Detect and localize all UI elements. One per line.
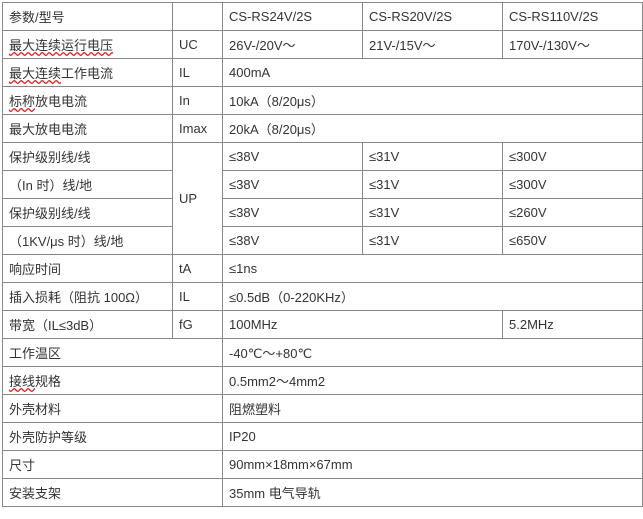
cell: ≤31V: [363, 199, 503, 227]
cell: ≤300V: [503, 171, 643, 199]
param-label: 安装支架: [3, 479, 223, 507]
cell: ≤38V: [223, 171, 363, 199]
cell: 阻燃塑料: [223, 395, 643, 423]
cell: ≤31V: [363, 171, 503, 199]
param-sym: IL: [173, 59, 223, 87]
cell: -40℃～+80℃: [223, 339, 643, 367]
param-label: 尺寸: [3, 451, 223, 479]
table-row: 接线规格 0.5mm2～4mm2: [3, 367, 643, 395]
cell: ≤38V: [223, 199, 363, 227]
param-label: 最大连续工作电流: [3, 59, 173, 87]
table-row: 带宽（IL≤3dB） fG 100MHz 5.2MHz: [3, 311, 643, 339]
cell: ≤260V: [503, 199, 643, 227]
cell: ≤1ns: [223, 255, 643, 283]
header-sym: [173, 3, 223, 31]
param-sym: UP: [173, 143, 223, 255]
param-sym: fG: [173, 311, 223, 339]
cell: 0.5mm2～4mm2: [223, 367, 643, 395]
table-row: 外壳防护等级 IP20: [3, 423, 643, 451]
cell: 90mm×18mm×67mm: [223, 451, 643, 479]
table-row: 保护级别线/线 ≤38V ≤31V ≤260V: [3, 199, 643, 227]
param-label: 最大放电电流: [3, 115, 173, 143]
param-label: 外壳防护等级: [3, 423, 223, 451]
param-sym: tA: [173, 255, 223, 283]
table-row: 最大连续运行电压 UC 26V-/20V～ 21V-/15V～ 170V-/13…: [3, 31, 643, 59]
param-label: 接线规格: [3, 367, 223, 395]
cell: ≤31V: [363, 227, 503, 255]
param-label: 保护级别线/线: [3, 199, 173, 227]
table-row: 保护级别线/线 UP ≤38V ≤31V ≤300V: [3, 143, 643, 171]
param-sym: IL: [173, 283, 223, 311]
cell: 100MHz: [223, 311, 503, 339]
param-sym: UC: [173, 31, 223, 59]
param-label: 外壳材料: [3, 395, 223, 423]
table-row: 安装支架 35mm 电气导轨: [3, 479, 643, 507]
cell: ≤38V: [223, 227, 363, 255]
spec-table: 参数/型号 CS-RS24V/2S CS-RS20V/2S CS-RS110V/…: [2, 2, 643, 507]
param-label: （1KV/μs 时）线/地: [3, 227, 173, 255]
cell: ≤300V: [503, 143, 643, 171]
param-label: 保护级别线/线: [3, 143, 173, 171]
param-sym: In: [173, 87, 223, 115]
table-row: 最大放电电流 Imax 20kA（8/20μs）: [3, 115, 643, 143]
param-label: （In 时）线/地: [3, 171, 173, 199]
param-label: 带宽（IL≤3dB）: [3, 311, 173, 339]
cell: ≤650V: [503, 227, 643, 255]
param-label: 插入损耗（阻抗 100Ω）: [3, 283, 173, 311]
table-row: 尺寸 90mm×18mm×67mm: [3, 451, 643, 479]
param-sym: Imax: [173, 115, 223, 143]
cell: 35mm 电气导轨: [223, 479, 643, 507]
cell: ≤38V: [223, 143, 363, 171]
table-row: 工作温区 -40℃～+80℃: [3, 339, 643, 367]
header-param: 参数/型号: [3, 3, 173, 31]
param-label: 工作温区: [3, 339, 223, 367]
param-label: 响应时间: [3, 255, 173, 283]
table-row: 参数/型号 CS-RS24V/2S CS-RS20V/2S CS-RS110V/…: [3, 3, 643, 31]
cell: IP20: [223, 423, 643, 451]
table-row: 外壳材料 阻燃塑料: [3, 395, 643, 423]
table-row: （In 时）线/地 ≤38V ≤31V ≤300V: [3, 171, 643, 199]
table-row: 插入损耗（阻抗 100Ω） IL ≤0.5dB（0-220KHz）: [3, 283, 643, 311]
table-row: （1KV/μs 时）线/地 ≤38V ≤31V ≤650V: [3, 227, 643, 255]
cell: 21V-/15V～: [363, 31, 503, 59]
table-row: 标称放电电流 In 10kA（8/20μs）: [3, 87, 643, 115]
param-label: 最大连续运行电压: [3, 31, 173, 59]
cell: ≤0.5dB（0-220KHz）: [223, 283, 643, 311]
table-row: 响应时间 tA ≤1ns: [3, 255, 643, 283]
cell: 5.2MHz: [503, 311, 643, 339]
cell: 10kA（8/20μs）: [223, 87, 643, 115]
cell: 26V-/20V～: [223, 31, 363, 59]
header-v3: CS-RS110V/2S: [503, 3, 643, 31]
cell: 400mA: [223, 59, 643, 87]
cell: 20kA（8/20μs）: [223, 115, 643, 143]
param-label: 标称放电电流: [3, 87, 173, 115]
cell: 170V-/130V～: [503, 31, 643, 59]
cell: ≤31V: [363, 143, 503, 171]
header-v2: CS-RS20V/2S: [363, 3, 503, 31]
table-row: 最大连续工作电流 IL 400mA: [3, 59, 643, 87]
header-v1: CS-RS24V/2S: [223, 3, 363, 31]
